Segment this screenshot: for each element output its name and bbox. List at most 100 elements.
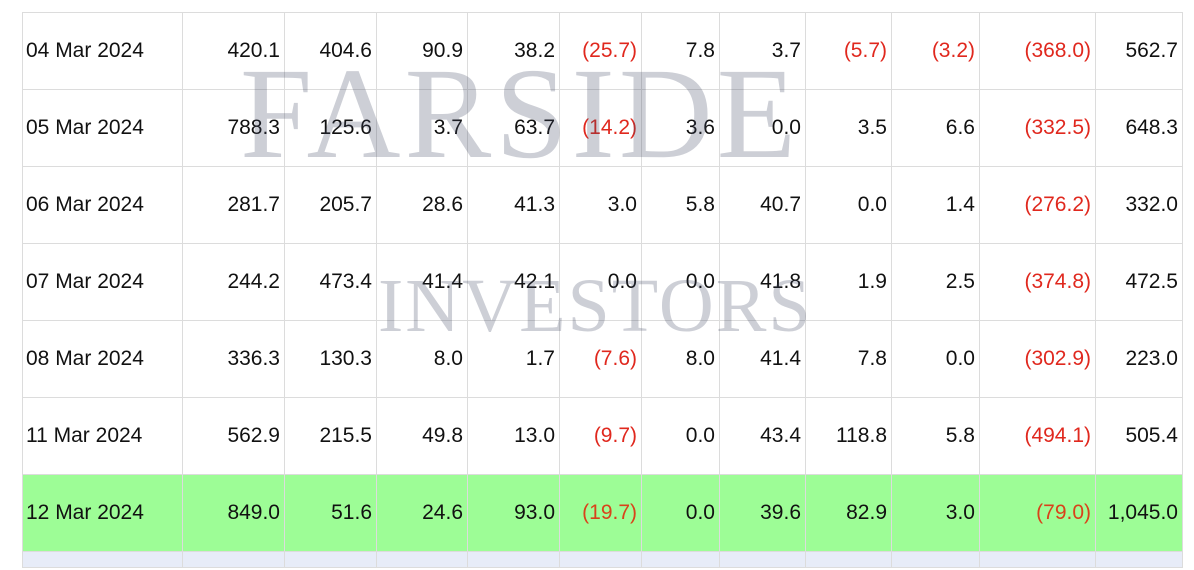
value-cell: (302.9): [979, 320, 1096, 398]
value-cell: 41.8: [719, 243, 806, 321]
value-cell: 28.6: [376, 166, 468, 244]
value-cell: 336.3: [182, 320, 285, 398]
table-row: 12 Mar 2024 849.0 51.6 24.6 93.0 (19.7) 0.0 39.…: [22, 474, 1183, 552]
value-cell: 41.4: [719, 320, 806, 398]
value-cell: (276.2): [979, 166, 1096, 244]
value-cell: 3.5: [805, 89, 892, 167]
date-cell: 07 Mar 2024: [22, 243, 183, 321]
partial-row-cell: [467, 551, 560, 568]
partial-row-cell: [182, 551, 285, 568]
table-row: 11 Mar 2024 562.9 215.5 49.8 13.0 (9.7) 0.0 43.…: [22, 397, 1183, 475]
value-cell: 1,045.0: [1095, 474, 1183, 552]
value-cell: 3.6: [641, 89, 720, 167]
value-cell: 82.9: [805, 474, 892, 552]
value-cell: 8.0: [376, 320, 468, 398]
value-cell: 215.5: [284, 397, 377, 475]
date-cell: 04 Mar 2024: [22, 12, 183, 90]
table-row: 07 Mar 2024 244.2 473.4 41.4 42.1 0.0 0.0 41.8 1…: [22, 243, 1183, 321]
value-cell: 472.5: [1095, 243, 1183, 321]
value-cell: 205.7: [284, 166, 377, 244]
value-cell: 223.0: [1095, 320, 1183, 398]
value-cell: 42.1: [467, 243, 560, 321]
value-cell: 3.0: [891, 474, 980, 552]
value-cell: 0.0: [641, 243, 720, 321]
value-cell: 505.4: [1095, 397, 1183, 475]
value-cell: 281.7: [182, 166, 285, 244]
value-cell: (5.7): [805, 12, 892, 90]
value-cell: 562.7: [1095, 12, 1183, 90]
partial-row-cell: [719, 551, 806, 568]
value-cell: 849.0: [182, 474, 285, 552]
value-cell: 420.1: [182, 12, 285, 90]
value-cell: 0.0: [891, 320, 980, 398]
date-cell: 11 Mar 2024: [22, 397, 183, 475]
value-cell: 13.0: [467, 397, 560, 475]
date-cell: 12 Mar 2024: [22, 474, 183, 552]
partial-row-cell: [805, 551, 892, 568]
value-cell: (494.1): [979, 397, 1096, 475]
value-cell: 40.7: [719, 166, 806, 244]
value-cell: 3.0: [559, 166, 642, 244]
value-cell: 7.8: [805, 320, 892, 398]
value-cell: (14.2): [559, 89, 642, 167]
value-cell: (332.5): [979, 89, 1096, 167]
table-row: 06 Mar 2024 281.7 205.7 28.6 41.3 3.0 5.8 40.7 0…: [22, 166, 1183, 244]
value-cell: 473.4: [284, 243, 377, 321]
value-cell: 49.8: [376, 397, 468, 475]
value-cell: 51.6: [284, 474, 377, 552]
value-cell: 0.0: [805, 166, 892, 244]
value-cell: (19.7): [559, 474, 642, 552]
value-cell: 38.2: [467, 12, 560, 90]
value-cell: 0.0: [719, 89, 806, 167]
value-cell: 648.3: [1095, 89, 1183, 167]
value-cell: 1.9: [805, 243, 892, 321]
value-cell: 0.0: [559, 243, 642, 321]
date-cell: 08 Mar 2024: [22, 320, 183, 398]
value-cell: 5.8: [891, 397, 980, 475]
value-cell: 788.3: [182, 89, 285, 167]
value-cell: 130.3: [284, 320, 377, 398]
value-cell: (25.7): [559, 12, 642, 90]
value-cell: 118.8: [805, 397, 892, 475]
value-cell: (79.0): [979, 474, 1096, 552]
table-body: 04 Mar 2024 420.1 404.6 90.9 38.2 (25.7) 7.8 3.…: [22, 12, 1183, 568]
value-cell: 404.6: [284, 12, 377, 90]
value-cell: (368.0): [979, 12, 1096, 90]
table-row: 08 Mar 2024 336.3 130.3 8.0 1.7 (7.6) 8.0 41.4 7…: [22, 320, 1183, 398]
value-cell: (374.8): [979, 243, 1096, 321]
table-row: 05 Mar 2024 788.3 125.6 3.7 63.7 (14.2) 3.6 0.0…: [22, 89, 1183, 167]
value-cell: 562.9: [182, 397, 285, 475]
value-cell: 43.4: [719, 397, 806, 475]
value-cell: 6.6: [891, 89, 980, 167]
value-cell: 0.0: [641, 397, 720, 475]
value-cell: 7.8: [641, 12, 720, 90]
value-cell: (7.6): [559, 320, 642, 398]
value-cell: 0.0: [641, 474, 720, 552]
partial-row-cell: [284, 551, 377, 568]
value-cell: (9.7): [559, 397, 642, 475]
value-cell: 3.7: [719, 12, 806, 90]
date-cell: 06 Mar 2024: [22, 166, 183, 244]
value-cell: 1.4: [891, 166, 980, 244]
partial-row-cell: [979, 551, 1096, 568]
value-cell: 63.7: [467, 89, 560, 167]
partial-row-cell: [376, 551, 468, 568]
value-cell: 24.6: [376, 474, 468, 552]
value-cell: 41.3: [467, 166, 560, 244]
value-cell: 41.4: [376, 243, 468, 321]
value-cell: 8.0: [641, 320, 720, 398]
value-cell: 5.8: [641, 166, 720, 244]
partial-row-cell: [641, 551, 720, 568]
partial-row-cell: [1095, 551, 1183, 568]
value-cell: 3.7: [376, 89, 468, 167]
value-cell: 1.7: [467, 320, 560, 398]
flows-table: 04 Mar 2024 420.1 404.6 90.9 38.2 (25.7) 7.8 3.…: [22, 12, 1183, 568]
partial-row: [22, 551, 1183, 568]
table-row: 04 Mar 2024 420.1 404.6 90.9 38.2 (25.7) 7.8 3.…: [22, 12, 1183, 90]
partial-row-cell: [891, 551, 980, 568]
value-cell: 39.6: [719, 474, 806, 552]
date-cell: 05 Mar 2024: [22, 89, 183, 167]
value-cell: 125.6: [284, 89, 377, 167]
value-cell: (3.2): [891, 12, 980, 90]
